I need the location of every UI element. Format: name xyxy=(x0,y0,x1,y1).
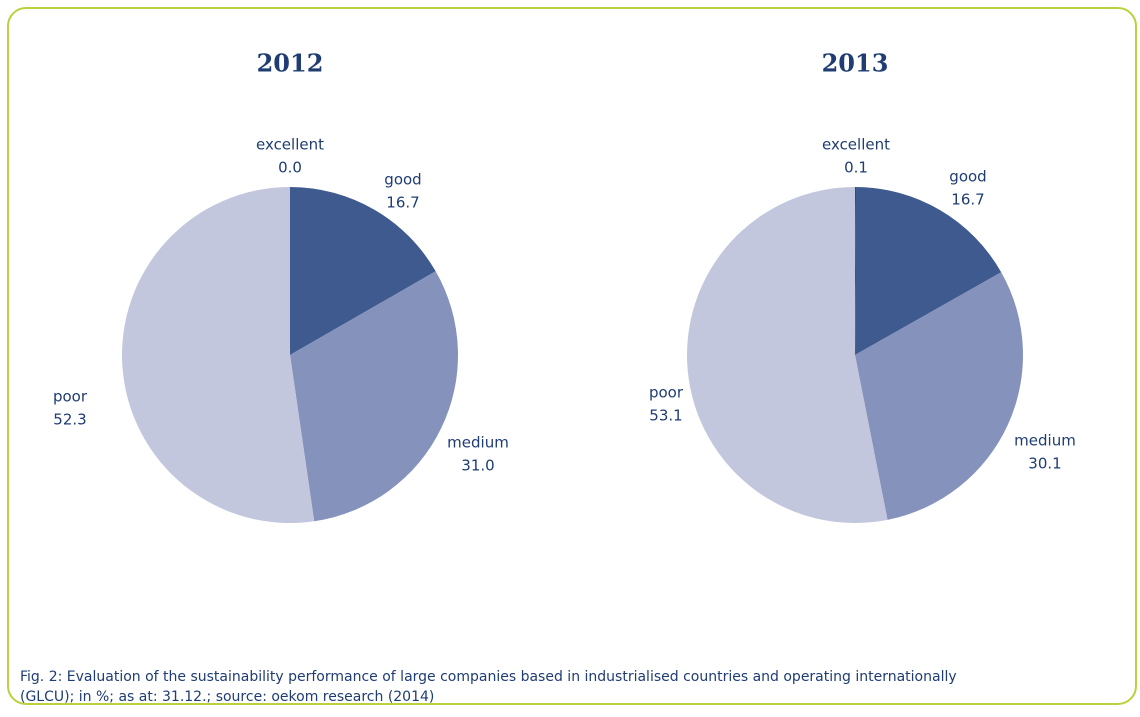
frame xyxy=(7,7,1137,705)
slice-label: good xyxy=(949,168,986,186)
caption: (GLCU); in %; as at: 31.12.; source: oek… xyxy=(20,689,434,705)
value-label: 0.1 xyxy=(844,159,868,177)
chart-title: 2012 xyxy=(257,49,324,78)
value-label: 52.3 xyxy=(53,411,86,429)
pie-slice xyxy=(855,187,857,355)
slice-label: medium xyxy=(447,434,509,452)
value-label: 31.0 xyxy=(461,457,494,475)
chart-title: 2013 xyxy=(822,49,889,78)
value-label: 0.0 xyxy=(278,159,302,177)
pie-slice xyxy=(855,187,1002,355)
pie-slice xyxy=(686,187,888,523)
value-label: 16.7 xyxy=(951,191,984,209)
value-label: 16.7 xyxy=(386,194,419,212)
slice-label: medium xyxy=(1014,432,1076,450)
value-label: 53.1 xyxy=(649,407,682,425)
slice-label: poor xyxy=(53,388,88,406)
slice-label: excellent xyxy=(256,136,324,154)
pie-slice xyxy=(290,271,458,522)
slice-label: good xyxy=(384,171,421,189)
pie-slice xyxy=(122,187,315,523)
pie-slice xyxy=(855,272,1023,520)
slice-label: excellent xyxy=(822,136,890,154)
pie-slice xyxy=(290,187,436,355)
caption: Fig. 2: Evaluation of the sustainability… xyxy=(20,669,957,685)
value-label: 30.1 xyxy=(1028,455,1061,473)
slice-label: poor xyxy=(649,384,684,402)
